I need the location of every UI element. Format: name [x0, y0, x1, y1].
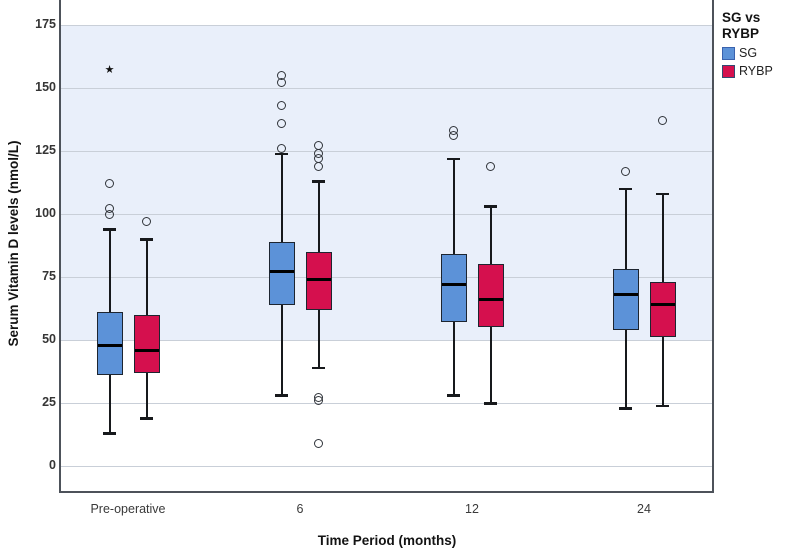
box-SG-12 — [440, 254, 467, 323]
whisker-cap-low-SG-6 — [275, 394, 288, 397]
median-SG-6 — [269, 270, 294, 274]
y-tick-label-25: 25 — [42, 395, 56, 409]
gridline-y-125 — [61, 150, 713, 152]
whisker-cap-high-SG-12 — [447, 157, 460, 161]
whisker-cap-high-RYBP-12 — [484, 205, 497, 208]
whisker-cap-high-RYBP-pre-operative — [140, 238, 153, 241]
y-tick-label-125: 125 — [35, 143, 56, 157]
whisker-cap-low-RYBP-pre-operative — [140, 417, 153, 420]
whisker-cap-high-SG-6 — [275, 152, 288, 156]
legend-swatch-rybp — [722, 64, 735, 78]
whisker-cap-low-SG-12 — [447, 394, 460, 397]
y-tick-label-75: 75 — [42, 269, 56, 283]
y-tick-label-0: 0 — [49, 458, 56, 472]
box-SG-24 — [612, 269, 639, 330]
legend-label-rybp: RYBP — [739, 64, 773, 79]
outlier-circle-SG-6 — [277, 101, 286, 111]
median-RYBP-pre-operative — [134, 348, 159, 352]
plot-right-edge — [712, 0, 714, 493]
outlier-circle-SG-6 — [277, 118, 286, 128]
gridline-y-150 — [61, 87, 713, 89]
outlier-circle-SG-24 — [621, 166, 630, 176]
legend-label-sg: SG — [739, 46, 758, 61]
y-tick-label-100: 100 — [35, 206, 56, 220]
median-SG-pre-operative — [97, 343, 122, 347]
x-tick-label-6: 6 — [296, 502, 304, 516]
legend: SG vs RYBP SG RYBP — [722, 10, 796, 78]
whisker-cap-high-RYBP-6 — [312, 180, 325, 183]
outlier-circle-SG-pre-operative — [105, 179, 114, 189]
median-RYBP-24 — [650, 303, 675, 307]
box-RYBP-24 — [649, 282, 676, 338]
whisker-cap-high-RYBP-24 — [656, 192, 669, 196]
outlier-circle-RYBP-pre-operative — [142, 217, 151, 227]
outlier-circle-SG-6 — [277, 143, 286, 153]
y-axis-line — [59, 0, 61, 493]
whisker-cap-low-SG-pre-operative — [103, 432, 116, 435]
outlier-circle-RYBP-6 — [314, 438, 323, 448]
y-axis-title: Serum Vitamin D levels (nmol/L) — [6, 140, 21, 347]
median-SG-12 — [441, 283, 466, 287]
whisker-cap-low-RYBP-12 — [484, 402, 497, 405]
outlier-circle-RYBP-6 — [314, 141, 323, 151]
y-tick-label-150: 150 — [35, 80, 56, 94]
legend-entry-sg: SG — [722, 46, 796, 60]
outlier-circle-SG-6 — [277, 70, 286, 80]
x-tick-label-24: 24 — [637, 502, 651, 516]
median-RYBP-12 — [478, 298, 503, 302]
whisker-cap-low-RYBP-24 — [656, 404, 669, 408]
median-SG-24 — [613, 293, 638, 297]
outlier-circle-RYBP-6 — [314, 149, 323, 159]
reference-band — [61, 25, 713, 340]
extreme-star-SG-pre-operative: ★ — [104, 63, 115, 76]
gridline-y-0 — [61, 465, 713, 467]
legend-title: SG vs RYBP — [722, 10, 761, 42]
whisker-cap-low-SG-24 — [619, 407, 632, 410]
legend-swatch-sg — [722, 46, 735, 60]
gridline-y-75 — [61, 276, 713, 278]
outlier-circle-RYBP-6 — [314, 393, 323, 403]
outlier-circle-SG-12 — [449, 126, 458, 136]
x-axis-title: Time Period (months) — [317, 533, 457, 548]
x-axis-line — [59, 491, 714, 493]
whisker-cap-low-RYBP-6 — [312, 366, 325, 370]
gridline-y-100 — [61, 213, 713, 215]
gridline-y-25 — [61, 402, 713, 404]
outlier-circle-RYBP-12 — [486, 161, 495, 171]
plot-area: ★ — [59, 0, 714, 493]
outlier-circle-SG-pre-operative — [105, 204, 114, 214]
outlier-circle-RYBP-24 — [658, 116, 667, 126]
gridline-y-175 — [61, 24, 713, 26]
gridline-y-50 — [61, 339, 713, 341]
y-tick-label-50: 50 — [42, 332, 56, 346]
whisker-cap-high-SG-24 — [619, 187, 632, 191]
median-RYBP-6 — [306, 278, 331, 282]
whisker-cap-high-SG-pre-operative — [103, 228, 116, 231]
box-RYBP-12 — [477, 264, 504, 328]
box-RYBP-pre-operative — [133, 314, 160, 373]
x-tick-label-pre-operative: Pre-operative — [90, 502, 166, 516]
legend-entry-rybp: RYBP — [722, 64, 796, 78]
x-tick-label-12: 12 — [465, 502, 479, 516]
y-tick-label-175: 175 — [35, 17, 56, 31]
